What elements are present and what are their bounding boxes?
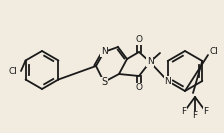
- Text: F: F: [192, 111, 198, 120]
- Text: O: O: [136, 36, 142, 45]
- Text: F: F: [203, 107, 209, 117]
- Text: S: S: [101, 77, 107, 87]
- Text: Cl: Cl: [210, 47, 218, 57]
- Text: F: F: [181, 107, 187, 117]
- Text: O: O: [136, 84, 142, 92]
- Text: N: N: [101, 47, 107, 57]
- Text: N: N: [147, 57, 153, 66]
- Text: N: N: [164, 76, 171, 86]
- Text: Cl: Cl: [9, 68, 17, 76]
